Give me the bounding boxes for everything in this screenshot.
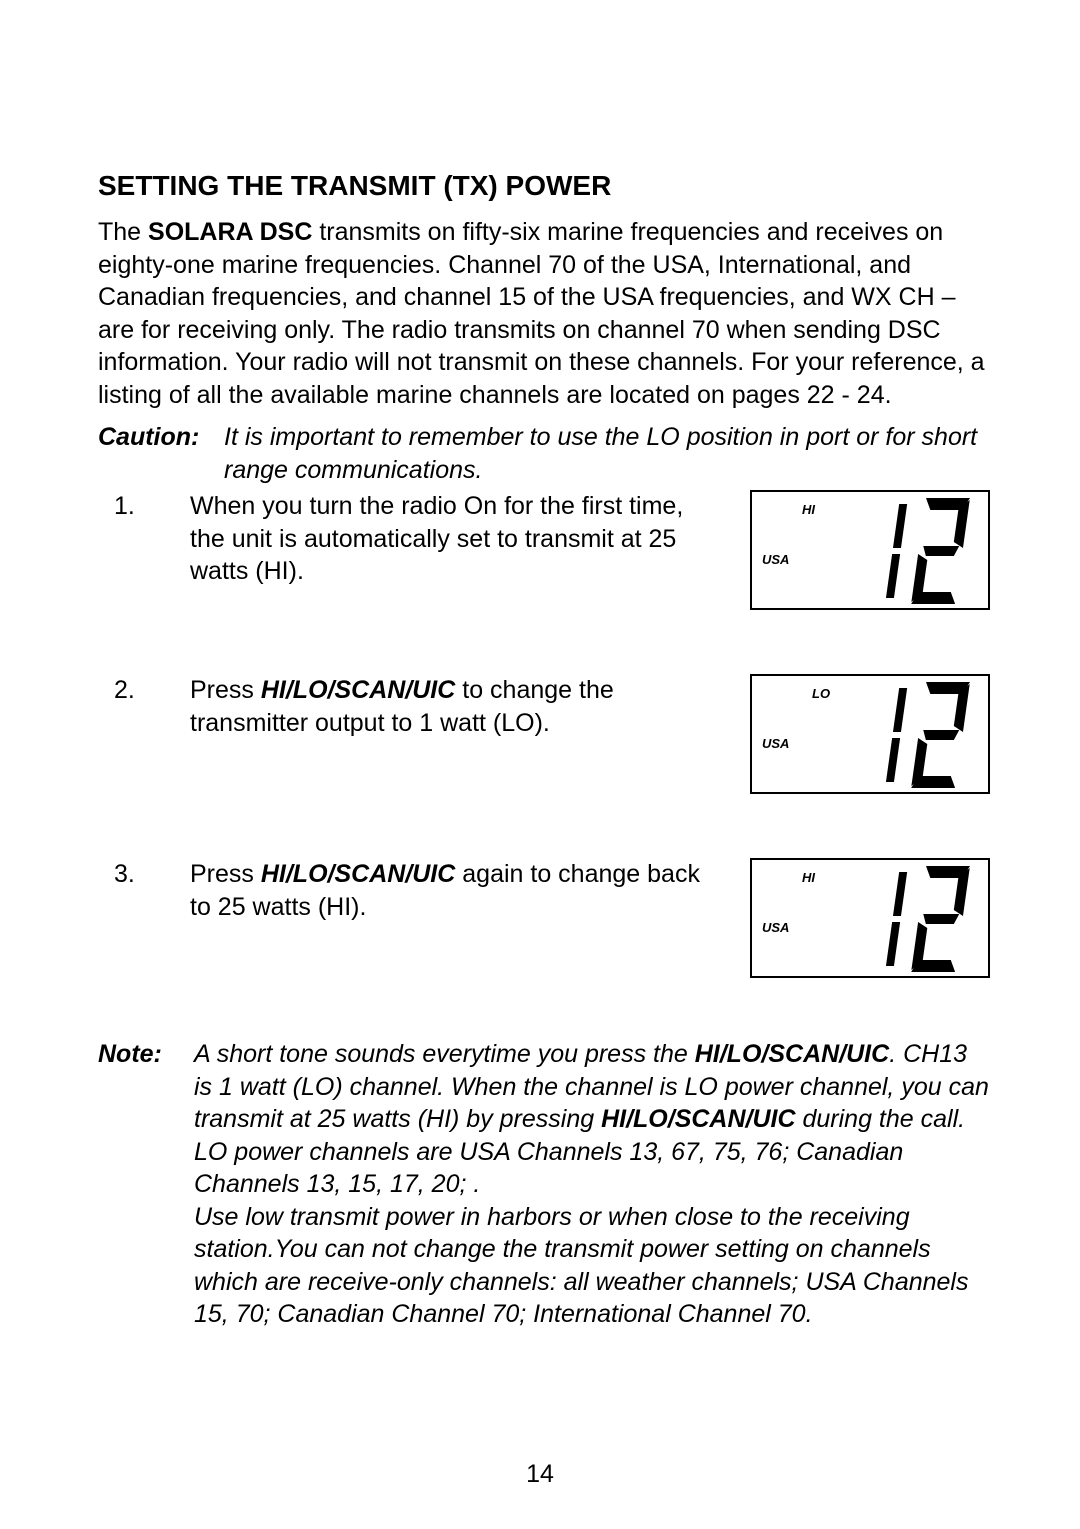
intro-pre: The	[98, 218, 148, 246]
lcd-region-indicator: USA	[762, 920, 789, 937]
step-text-part: HI/LO/SCAN/UIC	[261, 676, 455, 704]
lcd-display: HI USA	[750, 858, 990, 978]
note-row: Note: A short tone sounds everytime you …	[98, 1038, 990, 1331]
note-body: A short tone sounds everytime you press …	[194, 1038, 990, 1331]
lcd-wrap: HI USA	[730, 858, 990, 978]
spacer	[98, 978, 990, 1008]
spacer	[98, 794, 990, 858]
step-text-part: HI/LO/SCAN/UIC	[261, 860, 455, 888]
step-row: 2. Press HI/LO/SCAN/UIC to change the tr…	[98, 674, 990, 794]
caution-label: Caution:	[98, 421, 224, 486]
spacer	[98, 610, 990, 674]
step-text: Press HI/LO/SCAN/UIC again to change bac…	[190, 858, 730, 923]
page-number: 14	[0, 1460, 1080, 1489]
step-text-part: When you turn the radio On for the first…	[190, 492, 683, 585]
lcd-power-indicator: HI	[802, 502, 815, 519]
section-heading: SETTING THE TRANSMIT (TX) POWER	[98, 170, 990, 202]
step-row: 3. Press HI/LO/SCAN/UIC again to change …	[98, 858, 990, 978]
lcd-power-indicator: HI	[802, 870, 815, 887]
step-number: 3.	[98, 858, 190, 891]
lcd-channel-digits	[880, 498, 980, 606]
caution-row: Caution: It is important to remember to …	[98, 421, 990, 486]
lcd-display: LO USA	[750, 674, 990, 794]
step-text: When you turn the radio On for the first…	[190, 490, 730, 588]
lcd-display: HI USA	[750, 490, 990, 610]
lcd-channel-digits	[880, 682, 980, 790]
lcd-power-indicator: LO	[812, 686, 830, 703]
intro-paragraph: The SOLARA DSC transmits on fifty-six ma…	[98, 216, 990, 411]
caution-text: It is important to remember to use the L…	[224, 421, 990, 486]
step-number: 2.	[98, 674, 190, 707]
note-part: Use low transmit power in harbors or whe…	[194, 1203, 969, 1329]
note-label: Note:	[98, 1038, 194, 1331]
intro-product-name: SOLARA DSC	[148, 218, 312, 246]
step-number: 1.	[98, 490, 190, 523]
step-text-part: Press	[190, 860, 261, 888]
lcd-region-indicator: USA	[762, 736, 789, 753]
steps-list: 1. When you turn the radio On for the fi…	[98, 490, 990, 978]
note-part: A short tone sounds everytime you press …	[194, 1040, 695, 1068]
step-text: Press HI/LO/SCAN/UIC to change the trans…	[190, 674, 730, 739]
lcd-region-indicator: USA	[762, 552, 789, 569]
lcd-wrap: HI USA	[730, 490, 990, 610]
step-text-part: Press	[190, 676, 261, 704]
lcd-channel-digits	[880, 866, 980, 974]
lcd-wrap: LO USA	[730, 674, 990, 794]
page-container: SETTING THE TRANSMIT (TX) POWER The SOLA…	[0, 0, 1080, 1529]
step-row: 1. When you turn the radio On for the fi…	[98, 490, 990, 610]
intro-post: transmits on fifty-six marine frequencie…	[98, 218, 985, 409]
note-part: HI/LO/SCAN/UIC	[601, 1105, 795, 1133]
note-part: HI/LO/SCAN/UIC	[695, 1040, 889, 1068]
